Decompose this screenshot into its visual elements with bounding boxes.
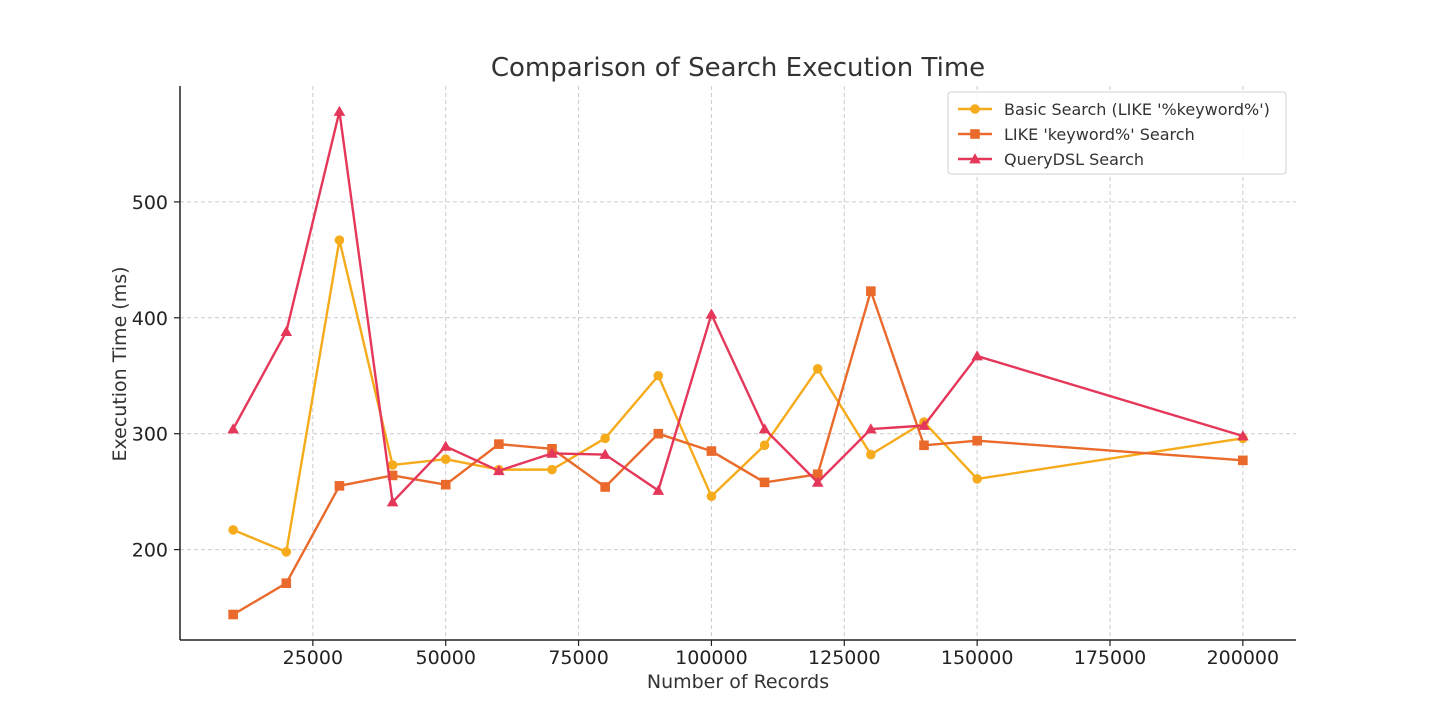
y-axis-label: Execution Time (ms) <box>109 266 131 461</box>
grid <box>180 86 1296 640</box>
data-point <box>706 446 717 456</box>
axes: 25000 50000 75000 100000 125000 150000 175000 2… <box>132 86 1296 669</box>
data-point <box>971 350 983 361</box>
legend-item: QueryDSL Search <box>958 150 1144 169</box>
data-point <box>228 525 238 535</box>
x-axis-label: Number of Records <box>647 671 829 693</box>
x-tick-label: 75000 <box>548 647 608 669</box>
data-point <box>652 484 665 495</box>
data-point <box>599 448 611 459</box>
data-point <box>866 286 876 296</box>
x-tick-label: 175000 <box>1074 647 1147 669</box>
data-point <box>600 482 610 492</box>
data-point <box>280 325 293 337</box>
data-point <box>386 496 399 507</box>
y-tick-label: 300 <box>132 424 168 446</box>
x-tick-label: 200000 <box>1207 647 1280 669</box>
legend-item: LIKE 'keyword%' Search <box>958 125 1195 144</box>
x-tick-label: 150000 <box>941 647 1014 669</box>
data-point <box>281 547 292 557</box>
data-point <box>812 469 823 480</box>
legend: Basic Search (LIKE '%keyword%') LIKE 'key… <box>947 91 1287 175</box>
chart-title: Comparison of Search Execution Time <box>491 53 985 83</box>
data-point <box>546 447 558 458</box>
data-point <box>1237 430 1249 441</box>
x-tick-label: 50000 <box>415 647 475 669</box>
series-2 <box>228 286 1248 620</box>
data-point <box>493 464 505 476</box>
legend-label: Basic Search (LIKE '%keyword%') <box>1004 100 1270 119</box>
data-point <box>919 440 929 451</box>
data-point <box>333 105 346 116</box>
legend-marker <box>970 104 980 114</box>
series-line <box>232 289 1243 616</box>
x-tick-label: 100000 <box>675 647 748 669</box>
data-point <box>387 460 398 470</box>
data-point <box>972 435 982 446</box>
legend-box <box>947 91 1287 175</box>
data-point <box>812 363 823 374</box>
data-point <box>228 609 238 620</box>
y-tick-label: 400 <box>132 308 168 330</box>
data-point <box>653 428 664 439</box>
data-point <box>547 464 557 475</box>
data-point <box>227 423 239 434</box>
y-tick-label: 500 <box>132 192 168 214</box>
x-tick-label: 25000 <box>283 647 343 669</box>
legend-marker <box>970 129 980 139</box>
data-point <box>811 476 824 487</box>
data-point <box>706 491 717 502</box>
data-point <box>387 470 398 481</box>
data-point <box>865 423 877 434</box>
data-point <box>918 419 930 430</box>
x-tick-label: 125000 <box>808 647 881 669</box>
data-point <box>440 479 451 490</box>
series-lines <box>227 105 1249 620</box>
series-1 <box>228 235 1248 557</box>
y-tick-label: 200 <box>132 540 168 562</box>
data-point <box>439 440 452 451</box>
data-point <box>705 308 718 319</box>
series-line <box>232 238 1244 554</box>
data-point <box>600 433 610 444</box>
data-point <box>1238 455 1248 466</box>
legend-marker <box>969 153 981 164</box>
data-point <box>972 474 982 484</box>
data-point <box>758 423 771 434</box>
legend-label: QueryDSL Search <box>1004 150 1144 169</box>
data-point <box>759 440 770 451</box>
data-point <box>440 454 451 464</box>
data-point <box>281 578 292 589</box>
data-point <box>866 449 876 460</box>
legend-item: Basic Search (LIKE '%keyword%') <box>958 100 1270 119</box>
data-point <box>653 370 664 381</box>
data-point <box>494 439 504 449</box>
data-point <box>759 477 770 488</box>
legend-label: LIKE 'keyword%' Search <box>1004 125 1195 144</box>
series-line <box>232 110 1244 504</box>
series-3 <box>227 105 1249 507</box>
data-point <box>334 481 345 491</box>
data-point <box>334 235 345 245</box>
